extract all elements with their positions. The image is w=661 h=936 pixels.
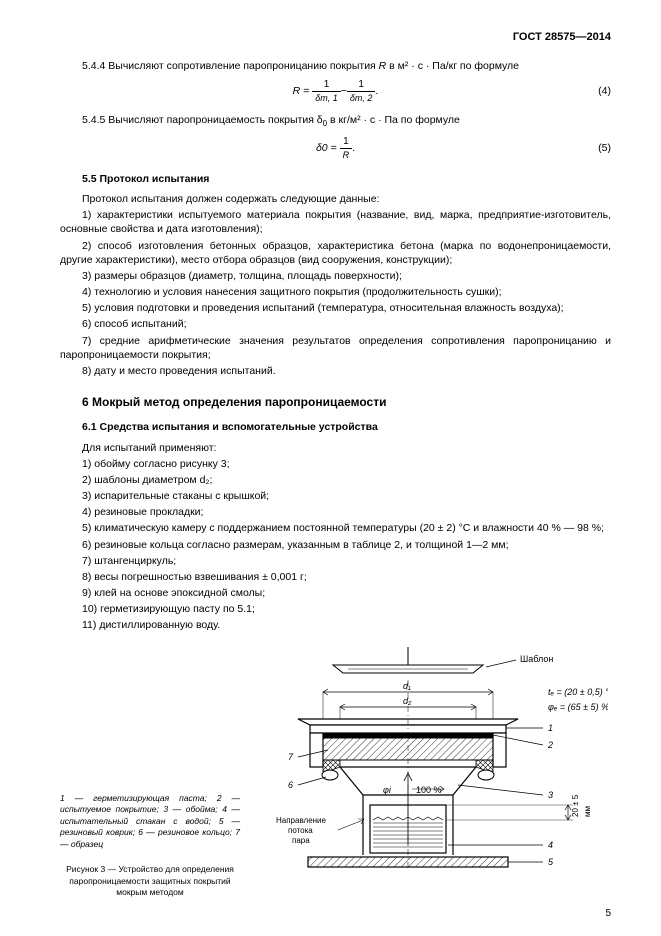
dot: . [375,84,378,98]
list-item: 6) способ испытаний; [60,317,611,331]
list-item: 7) средние арифметические значения резул… [60,334,611,362]
list-item: 1) характеристики испытуемого материала … [60,208,611,236]
diagram-svg: Шаблон tₑ = (20 ± 0,5) °C φₑ = (65 ± 5) … [248,645,608,895]
doc-header: ГОСТ 28575—2014 [60,30,611,45]
text: 5.4.4 Вычисляют сопротивление паропрониц… [82,60,379,72]
para-544: 5.4.4 Вычисляют сопротивление паропрониц… [60,59,611,73]
label-7: 7 [288,752,294,762]
list-item: 9) клей на основе эпоксидной смолы; [60,586,611,600]
formula-4: R = 1 δm, 1 − 1 δm, 2 . (4) [60,77,611,105]
label-mm: мм [583,806,592,817]
list-item: 5) климатическую камеру с поддержанием п… [60,521,611,535]
figure-3: 1 — герметизирующая паста; 2 — испытуемо… [60,645,611,899]
label-2: 2 [547,740,553,750]
label-phie: φₑ = (65 ± 5) % [548,702,608,712]
section-55-title: 5.5 Протокол испытания [60,172,611,186]
formula-5: δ0 = 1 R . (5) [60,134,611,162]
list-item: 3) испарительные стаканы с крышкой; [60,489,611,503]
label-phi-i: φi [383,785,392,795]
flow-3: пара [292,836,310,845]
label-3: 3 [548,790,553,800]
list-item: 2) способ изготовления бетонных образцов… [60,239,611,267]
formula-lhs: δ0 = [316,141,337,155]
list-61: 1) обойму согласно рисунку 3; 2) шаблоны … [60,457,611,633]
section-61-intro: Для испытаний применяют: [60,441,611,455]
list-item: 4) резиновые прокладки; [60,505,611,519]
label-te: tₑ = (20 ± 0,5) °C [548,687,608,697]
legend-text: 1 — герметизирующая паста; 2 — испытуемо… [60,793,240,849]
list-item: 8) дату и место проведения испытаний. [60,364,611,378]
list-item: 10) герметизирующую пасту по 5.1; [60,602,611,616]
label-6: 6 [288,780,293,790]
frac-num: 1 [347,78,376,93]
formula-lhs: R = [293,84,310,98]
label-4: 4 [548,840,553,850]
dim-20: 20 ± 5 мм [446,794,592,820]
list-item: 6) резиновые кольца согласно размерам, у… [60,538,611,552]
frac-den: R [340,149,353,161]
section-61-title: 6.1 Средства испытания и вспомогательные… [60,420,611,434]
flow-1: Направление [276,816,327,825]
list-item: 8) весы погрешностью взвешивания ± 0,001… [60,570,611,584]
frac-den: δm, 2 [347,92,376,104]
para-545: 5.4.5 Вычисляют паропроницаемость покрыт… [60,113,611,130]
text: в кг/м² · с · Па по формуле [327,114,460,126]
label-5: 5 [548,857,554,867]
label-100pct: 100 % [416,785,442,795]
text: 5.4.5 Вычисляют паропроницаемость покрыт… [82,114,323,126]
list-item: 3) размеры образцов (диаметр, толщина, п… [60,269,611,283]
label-d1: d₁ [403,681,411,691]
figure-title: Рисунок 3 — Устройство для определения п… [60,864,240,898]
list-item: 7) штангенциркуль; [60,554,611,568]
label-dim20: 20 ± 5 [571,794,580,817]
list-item: 5) условия подготовки и проведения испыт… [60,301,611,315]
list-item: 2) шаблоны диаметром d₂; [60,473,611,487]
list-item: 1) обойму согласно рисунку 3; [60,457,611,471]
fraction: 1 δm, 2 [347,78,376,105]
shablon-group: Шаблон [333,647,553,673]
frac-num: 1 [312,78,341,93]
fraction: 1 δm, 1 [312,78,341,105]
label-1: 1 [548,723,553,733]
frac-den: δm, 1 [312,92,341,104]
figure-caption: 1 — герметизирующая паста; 2 — испытуемо… [60,793,248,899]
fraction: 1 R [340,135,353,162]
figure-legend: 1 — герметизирующая паста; 2 — испытуемо… [60,793,240,850]
list-item: 11) дистиллированную воду. [60,618,611,632]
section-55-intro: Протокол испытания должен содержать след… [60,192,611,206]
formula-number: (5) [598,141,611,155]
list-55: 1) характеристики испытуемого материала … [60,208,611,378]
label-d2: d₂ [403,696,412,706]
frac-num: 1 [340,135,353,150]
dot: . [352,141,355,155]
formula-number: (4) [598,84,611,98]
flow-2: потока [288,826,313,835]
page: ГОСТ 28575—2014 5.4.4 Вычисляют сопротив… [0,0,661,936]
text: в м² · с · Па/кг по формуле [386,60,519,72]
heading-6: 6 Мокрый метод определения паропроницаем… [82,394,611,410]
page-number: 5 [605,907,611,921]
list-item: 4) технологию и условия нанесения защитн… [60,285,611,299]
label-shablon: Шаблон [520,654,553,664]
figure-svg-container: Шаблон tₑ = (20 ± 0,5) °C φₑ = (65 ± 5) … [248,645,611,899]
